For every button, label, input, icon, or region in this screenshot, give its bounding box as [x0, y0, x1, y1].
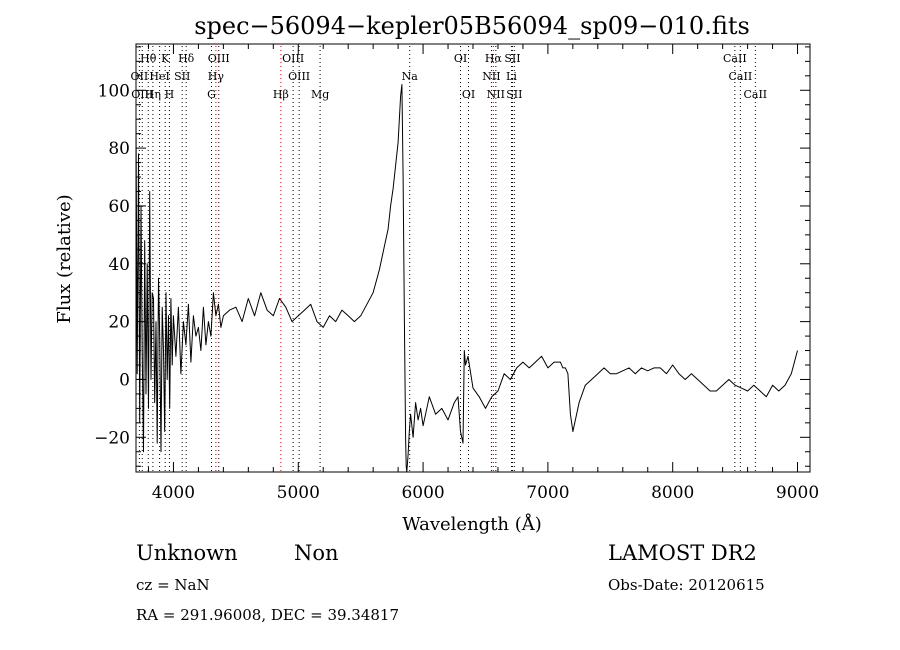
coordinates-text: RA = 291.96008, DEC = 39.34817	[136, 606, 399, 624]
y-tick-label: 40	[108, 255, 130, 275]
spectral-line-label: Hθ	[140, 52, 157, 65]
y-tick-label: 100	[98, 81, 130, 101]
x-tick-label: 7000	[526, 483, 569, 503]
spectral-line-label: Na	[402, 70, 419, 83]
chart-title: spec−56094−kepler05B56094_sp09−010.fits	[194, 12, 750, 40]
plot-frame	[135, 43, 811, 473]
spectral-line-label: OII	[131, 70, 149, 83]
spectral-line-label: SII	[504, 52, 520, 65]
spectral-line-label: HeI	[149, 70, 169, 83]
y-tick-label: 60	[108, 197, 130, 217]
y-axis-label: Flux (relative)	[54, 194, 75, 323]
redshift-text: cz = NaN	[136, 576, 210, 594]
spectral-line-label: OIII	[288, 70, 310, 83]
x-axis-label: Wavelength (Å)	[402, 513, 542, 535]
y-tick-label: 80	[108, 139, 130, 159]
x-tick-label: 5000	[277, 483, 320, 503]
x-axis-ticks: 4000 5000 6000 7000 8000 9000	[147, 44, 819, 503]
series-line-flux	[135, 84, 798, 473]
spectral-line-label: Hβ	[273, 88, 289, 101]
x-tick-label: 8000	[651, 483, 694, 503]
y-axis-ticks: −20 0 20 40 60 80 100	[94, 46, 810, 467]
spectral-line-label: CaII	[743, 88, 767, 101]
spectral-line-markers	[138, 46, 756, 472]
spectral-line-label: OI	[454, 52, 467, 65]
spectral-line-label: Mg	[311, 88, 329, 101]
spectral-line-label: Li	[506, 70, 517, 83]
spectral-line-label: OIII	[282, 52, 304, 65]
spectral-line-label: Hα	[485, 52, 503, 65]
spectral-line-label: CaII	[723, 52, 747, 65]
spectral-line-label: NII	[482, 70, 500, 83]
spectral-line-label: OI	[462, 88, 475, 101]
y-tick-label: 20	[108, 313, 130, 333]
spectral-line-label: G	[207, 88, 216, 101]
spectral-line-label: H	[165, 88, 175, 101]
spectral-line-label: OIII	[208, 52, 230, 65]
obs-date-text: Obs-Date: 20120615	[608, 576, 765, 594]
x-tick-label: 4000	[152, 483, 195, 503]
x-tick-label: 9000	[776, 483, 819, 503]
spectral-line-label: K	[161, 52, 170, 65]
y-tick-label: 0	[119, 370, 130, 390]
object-class: Unknown	[136, 541, 238, 565]
spectral-line-label: SII	[506, 88, 522, 101]
y-tick-label: −20	[94, 428, 130, 448]
survey-label: LAMOST DR2	[608, 541, 757, 565]
spectral-line-label: Hγ	[208, 70, 225, 83]
spectral-line-label: OIII	[131, 88, 153, 101]
spectral-line-label: Hδ	[178, 52, 195, 65]
object-subclass: Non	[294, 541, 339, 565]
spectral-line-label: NII	[487, 88, 505, 101]
spectral-line-label: Hη	[145, 88, 161, 101]
x-tick-label: 6000	[401, 483, 444, 503]
spectral-line-label: SII	[174, 70, 190, 83]
spectral-line-label: CaII	[729, 70, 753, 83]
